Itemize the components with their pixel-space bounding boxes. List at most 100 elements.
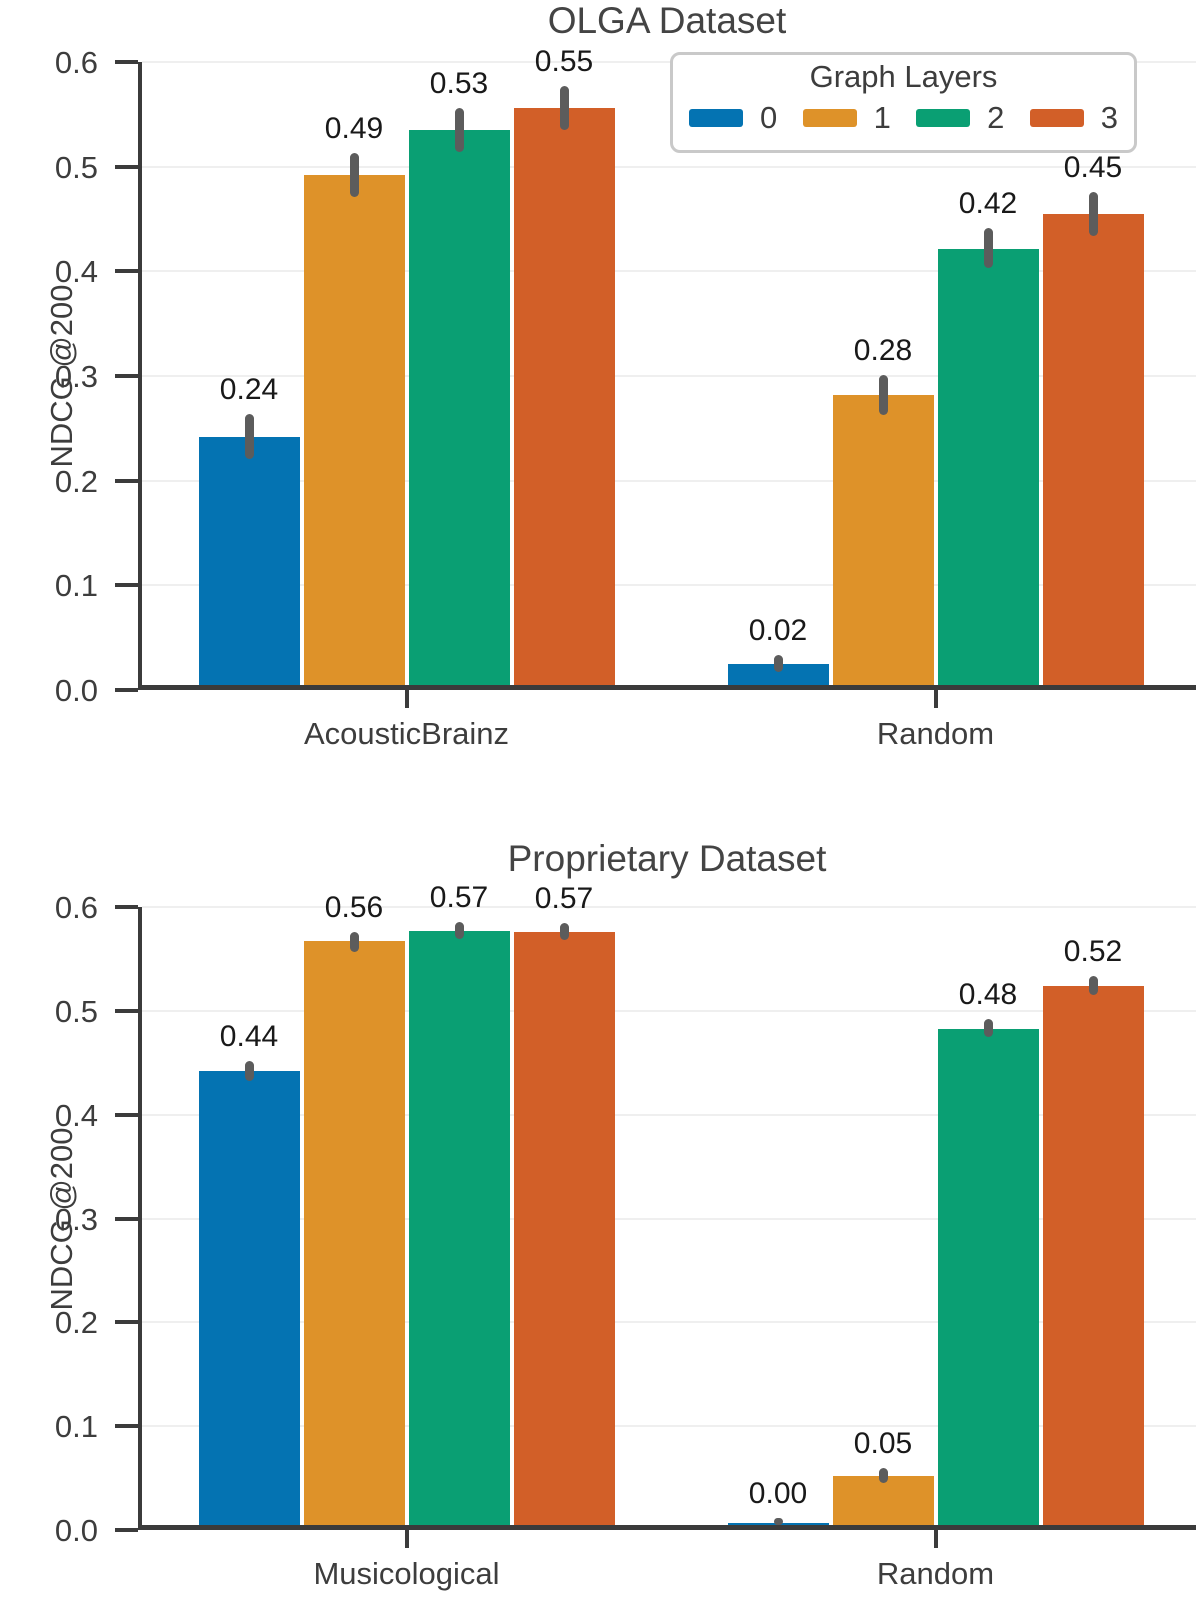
y-tick xyxy=(115,164,138,169)
bar xyxy=(198,1071,300,1525)
legend-swatch xyxy=(802,109,857,127)
y-tick xyxy=(115,1112,138,1117)
y-tick-label: 0.4 xyxy=(54,254,98,290)
bar-value-label: 0.45 xyxy=(1063,151,1123,185)
y-tick xyxy=(115,583,138,588)
bar xyxy=(513,932,615,1525)
legend-swatch xyxy=(916,109,971,127)
gridline xyxy=(142,1009,1196,1012)
bar xyxy=(937,1028,1039,1525)
gridline xyxy=(142,584,1196,587)
bar-value-label: 0.44 xyxy=(219,1019,279,1053)
x-tick-label: Musicological xyxy=(313,1556,500,1591)
y-tick-label: 0.0 xyxy=(54,673,98,708)
chart-title: OLGA Dataset xyxy=(547,0,787,41)
chart-title: Proprietary Dataset xyxy=(507,838,827,879)
bar-value-label: 0.02 xyxy=(748,613,808,647)
y-tick-label: 0.6 xyxy=(54,890,98,925)
gridline xyxy=(142,1113,1196,1116)
error-bar xyxy=(878,1467,888,1484)
error-bar xyxy=(983,1019,993,1037)
error-bar xyxy=(244,1060,254,1081)
error-bar xyxy=(983,227,993,269)
bar-value-label: 0.24 xyxy=(219,372,279,406)
bar-value-label: 0.48 xyxy=(958,978,1018,1012)
gridline xyxy=(142,61,1196,63)
gridline xyxy=(142,906,1196,908)
bar-value-label: 0.53 xyxy=(429,67,489,101)
legend-item: 2 xyxy=(916,100,1004,136)
bar xyxy=(513,108,615,685)
bar xyxy=(1042,986,1144,1525)
error-bar xyxy=(559,922,569,941)
error-bar xyxy=(1088,975,1098,996)
y-tick-label: 0.2 xyxy=(54,463,98,499)
plot-area: 0.0 0.1 0.2 0.3 0.4 0.5 0.6 Musicological 0.44 0.… xyxy=(55,881,1196,1591)
x-tick xyxy=(404,685,409,708)
y-tick xyxy=(115,478,138,483)
error-bar xyxy=(878,375,888,415)
bar xyxy=(832,1476,934,1525)
error-bar xyxy=(773,1517,783,1525)
x-tick xyxy=(933,685,938,708)
legend-title: Graph Layers xyxy=(809,59,998,94)
x-tick-label: AcousticBrainz xyxy=(303,716,510,751)
y-tick-label: 0.0 xyxy=(54,1513,98,1548)
bar-value-label: 0.55 xyxy=(534,45,594,79)
error-bar xyxy=(349,932,359,952)
y-tick xyxy=(115,60,138,64)
bar-value-label: 0.57 xyxy=(429,880,489,914)
y-tick-label: 0.2 xyxy=(54,1305,98,1341)
gridline xyxy=(142,1425,1196,1428)
legend: Graph Layers 0 1 2 3 xyxy=(670,52,1137,153)
x-tick-label: Random xyxy=(876,716,995,751)
error-bar xyxy=(773,654,783,673)
y-tick xyxy=(115,905,138,909)
bar xyxy=(727,664,829,685)
bar-value-label: 0.05 xyxy=(853,1426,913,1460)
y-tick xyxy=(115,688,138,692)
gridline xyxy=(142,1321,1196,1324)
legend-item-label: 3 xyxy=(1100,100,1118,135)
y-tick xyxy=(115,1320,138,1325)
bar xyxy=(937,248,1039,685)
x-tick-label: Random xyxy=(876,1556,995,1591)
error-bar xyxy=(1088,192,1098,236)
legend-swatch xyxy=(689,109,743,127)
legend-item: 1 xyxy=(802,100,891,136)
bar-value-label: 0.49 xyxy=(324,112,384,146)
y-tick xyxy=(115,269,138,274)
error-bar xyxy=(454,108,464,153)
gridline xyxy=(142,479,1196,482)
bar-value-label: 0.57 xyxy=(534,881,594,915)
error-bar xyxy=(559,86,569,131)
bar xyxy=(408,931,510,1525)
bar xyxy=(303,941,405,1525)
gridline xyxy=(142,270,1196,273)
x-tick xyxy=(933,1525,938,1548)
y-tick-label: 0.5 xyxy=(54,149,98,185)
y-tick-label: 0.1 xyxy=(54,1409,98,1445)
bar-value-label: 0.52 xyxy=(1063,934,1123,968)
y-tick xyxy=(115,1008,138,1013)
bar xyxy=(408,130,510,685)
legend-item-label: 1 xyxy=(873,100,891,135)
y-tick-label: 0.3 xyxy=(54,1201,98,1237)
bar xyxy=(1042,214,1144,685)
gridline xyxy=(142,165,1196,168)
y-tick-label: 0.6 xyxy=(54,45,98,80)
y-tick xyxy=(115,1424,138,1429)
plot-area: 0.0 0.1 0.2 0.3 0.4 0.5 0.6 AcousticBrainz 0.24 0… xyxy=(55,45,1196,751)
gridline xyxy=(142,375,1196,377)
legend-swatch xyxy=(1029,109,1084,127)
error-bar xyxy=(349,153,359,198)
y-tick-label: 0.4 xyxy=(54,1097,98,1133)
y-tick xyxy=(115,1216,138,1221)
error-bar xyxy=(454,921,464,940)
y-tick-label: 0.5 xyxy=(54,993,98,1029)
bar-value-label: 0.42 xyxy=(958,186,1018,220)
y-tick xyxy=(115,374,138,378)
legend-item-label: 2 xyxy=(987,100,1005,135)
bar xyxy=(832,395,934,685)
